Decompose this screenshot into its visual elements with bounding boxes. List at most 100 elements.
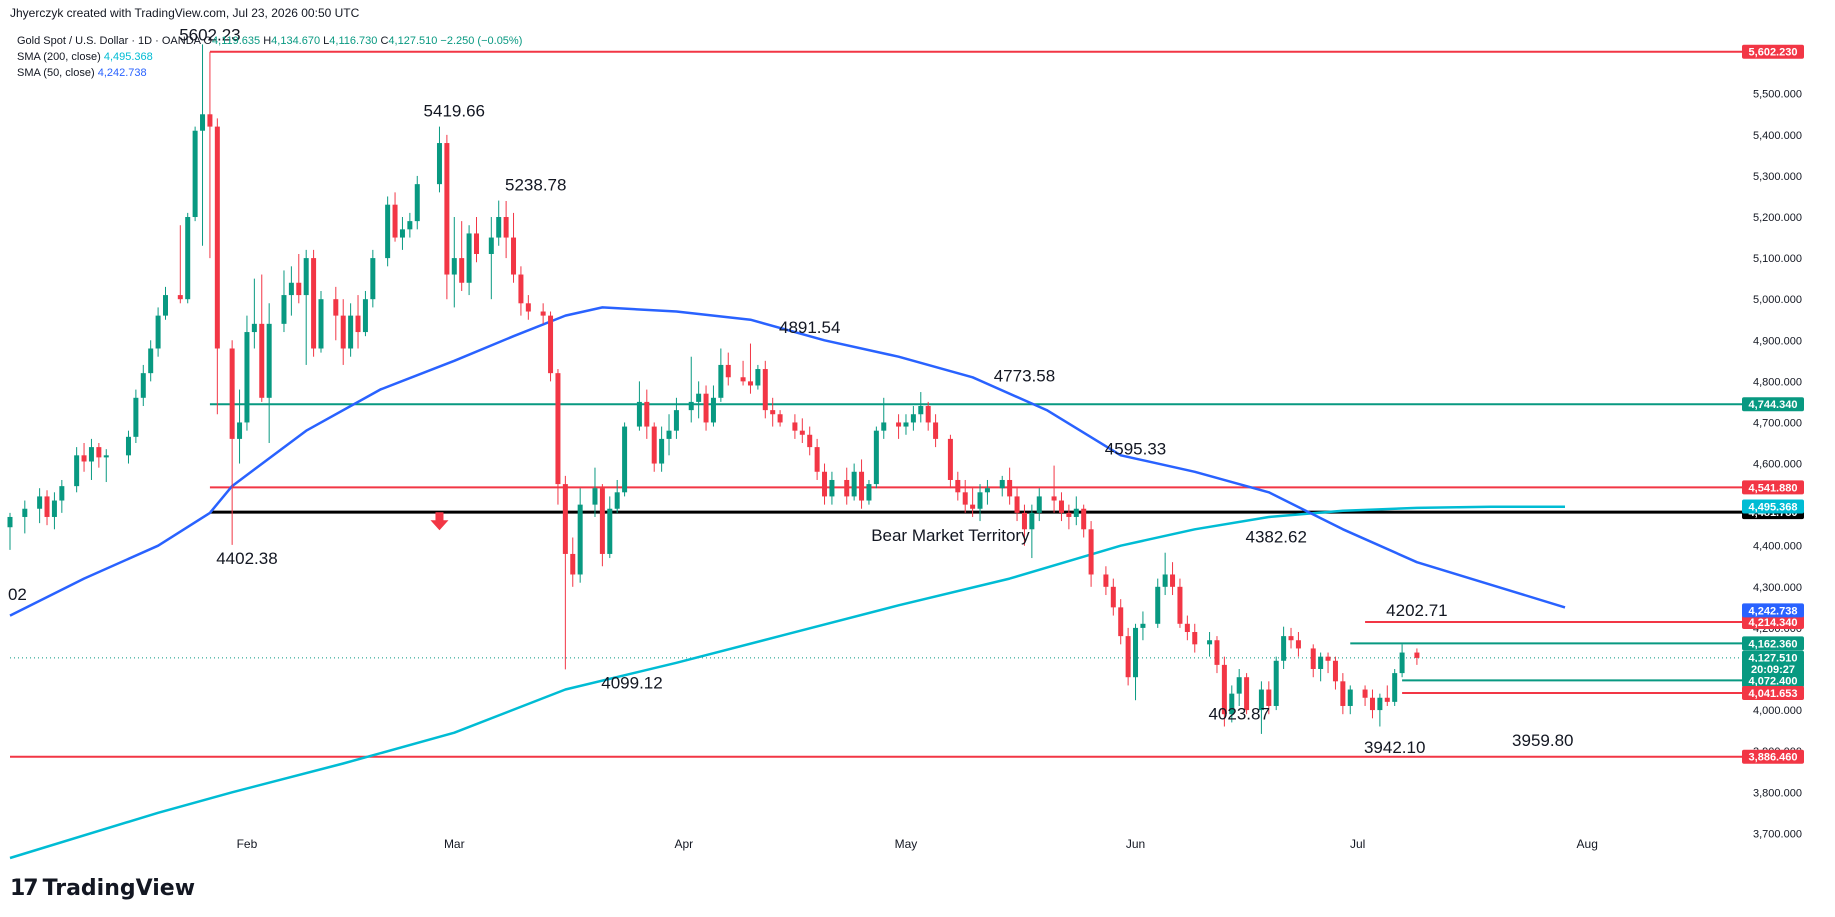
candle	[1221, 656, 1227, 727]
candle	[1377, 693, 1383, 727]
hline-price-tag-bg	[1742, 44, 1804, 59]
candle	[340, 299, 346, 365]
candle	[1177, 578, 1183, 628]
candle-body	[177, 295, 183, 300]
price-annotation: 4773.58	[994, 366, 1055, 385]
candle	[163, 286, 168, 320]
candle-body	[525, 303, 531, 312]
tradingview-logo[interactable]: 17 TradingView	[10, 876, 195, 901]
candle-body	[1207, 640, 1213, 645]
candle-body	[962, 492, 968, 505]
candle-body	[451, 258, 457, 275]
symbol-title[interactable]: Gold Spot / U.S. Dollar · 1D · OANDA	[17, 35, 201, 47]
candle	[237, 389, 243, 464]
hline-price-tag-bg	[1742, 615, 1804, 630]
candle	[688, 356, 694, 423]
candle	[673, 397, 679, 439]
hline-price-tag: 4,214.340	[1749, 617, 1798, 629]
candle	[622, 422, 628, 497]
hline-price-tag-bg	[1742, 636, 1804, 651]
candle	[577, 488, 583, 583]
candle-body	[696, 393, 702, 402]
candle	[436, 126, 442, 193]
candle-body	[44, 496, 50, 517]
candle	[851, 463, 857, 501]
candle	[725, 352, 731, 386]
candle	[666, 414, 672, 456]
candle-body	[340, 315, 346, 349]
candle-body	[488, 237, 494, 254]
low-label: L	[323, 35, 330, 47]
candle	[703, 385, 709, 431]
candle	[1332, 656, 1338, 690]
y-tick-label: 4,900.000	[1753, 335, 1802, 347]
price-annotation: 02	[8, 585, 27, 604]
candle-body	[555, 373, 561, 485]
candle-body	[807, 434, 813, 448]
candle	[807, 426, 813, 456]
candle-body	[755, 369, 761, 386]
candle	[96, 443, 102, 468]
hline-price-tag: 4,072.400	[1749, 675, 1798, 687]
candle	[1184, 615, 1190, 641]
down-arrow-icon	[430, 512, 449, 531]
candle	[881, 397, 887, 439]
candle	[1021, 504, 1027, 546]
candle	[1103, 566, 1109, 596]
y-tick-label: 4,700.000	[1753, 417, 1802, 429]
sma200-value: 4,495.368	[103, 51, 153, 63]
candle	[1155, 578, 1161, 628]
candle	[718, 348, 724, 402]
sma200-row[interactable]: SMA (200, close) 4,495.368	[17, 49, 522, 65]
candle	[599, 484, 605, 567]
candle	[970, 488, 976, 517]
x-tick-label: Jul	[1350, 837, 1365, 851]
candle-body	[414, 184, 420, 222]
horizontal-lines	[10, 50, 1742, 758]
candle	[511, 212, 517, 283]
candle-body	[844, 479, 850, 497]
candle	[1310, 644, 1316, 678]
candle	[333, 286, 339, 341]
price-tag: 20:09:27	[1751, 664, 1795, 676]
candle	[1214, 636, 1220, 674]
candle	[636, 381, 642, 431]
candle	[792, 414, 798, 439]
candle	[873, 426, 879, 489]
candle-body	[814, 447, 820, 472]
candle	[747, 343, 753, 394]
candle-body	[140, 373, 146, 398]
chart-credit: Jhyerczyk created with TradingView.com, …	[10, 6, 360, 20]
candle-body	[577, 504, 583, 575]
candle-body	[1377, 697, 1383, 711]
sma200-label: SMA (200, close)	[17, 51, 101, 63]
candle-body	[792, 422, 798, 431]
sma50-row[interactable]: SMA (50, close) 4,242.738	[17, 65, 522, 81]
candle-body	[1258, 689, 1264, 711]
candle-body	[740, 377, 746, 382]
y-tick-label: 3,800.000	[1753, 787, 1802, 799]
candle-body	[984, 488, 990, 493]
high-label: H	[263, 35, 272, 47]
candle	[1192, 623, 1198, 653]
y-tick-label: 3,700.000	[1753, 828, 1802, 840]
candle-body	[1318, 656, 1324, 669]
candle	[614, 479, 620, 513]
candle	[296, 253, 302, 304]
hline-price-tag-bg	[1742, 480, 1804, 495]
price-annotation: 4023.87	[1208, 705, 1269, 724]
ohlc-row: Gold Spot / U.S. Dollar · 1D · OANDA O4,…	[17, 33, 522, 49]
candle-body	[259, 323, 265, 398]
candle-body	[7, 516, 13, 528]
x-tick-label: Jun	[1126, 837, 1145, 851]
candle-body	[851, 471, 857, 497]
candle-body	[747, 381, 753, 386]
close-label: C	[380, 35, 389, 47]
candle-body	[659, 438, 665, 464]
candle	[81, 443, 87, 472]
candle-body	[1140, 623, 1146, 628]
candle-body	[1184, 623, 1190, 633]
candle-body	[777, 414, 783, 423]
tradingview-logo-icon: 17	[10, 876, 39, 901]
